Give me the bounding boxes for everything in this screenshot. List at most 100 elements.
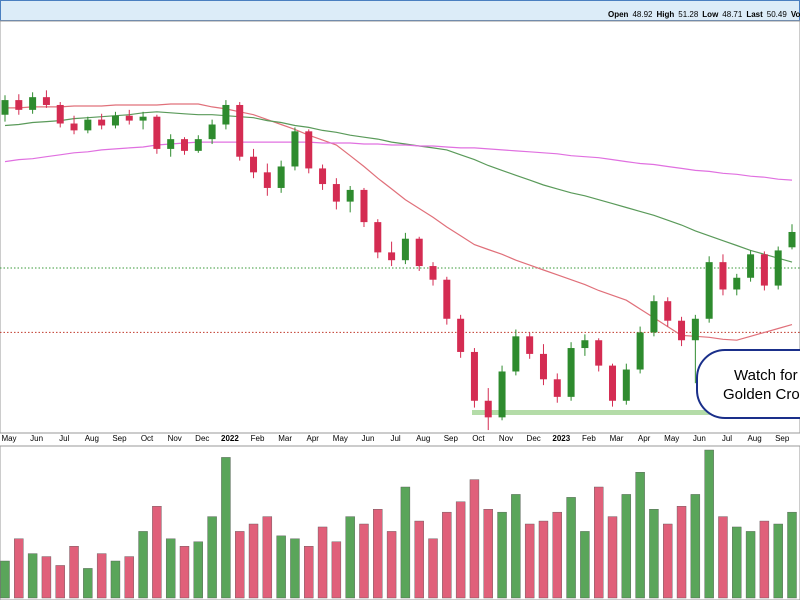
candle-body <box>1 100 9 115</box>
volume-bar <box>96 553 107 599</box>
volume-bar <box>124 556 134 599</box>
candle-body <box>236 104 244 157</box>
volume-bar <box>594 486 604 599</box>
candle-body <box>664 301 672 321</box>
candle-body <box>194 139 202 151</box>
volume-bar <box>773 523 783 599</box>
candle-body <box>760 254 768 286</box>
price-panel <box>0 20 800 434</box>
volume-bar <box>41 556 52 599</box>
volume-bar <box>304 546 314 599</box>
candle-body <box>788 231 796 248</box>
volume-bar <box>179 546 190 599</box>
header-value: 48.92 <box>632 10 653 19</box>
candle-body <box>167 139 175 149</box>
candle-body <box>111 115 119 126</box>
volume-bar <box>110 560 121 599</box>
candle-body <box>139 116 147 121</box>
volume-bar <box>704 449 714 599</box>
volume-bar <box>607 516 618 599</box>
volume-bar <box>276 535 286 599</box>
candle-body <box>553 379 561 397</box>
volume-bar <box>345 516 355 599</box>
x-tick-label: Jun <box>362 434 375 443</box>
volume-bar <box>373 509 383 599</box>
candle-body <box>374 222 382 253</box>
volume-bar <box>442 511 452 599</box>
candle-body <box>457 318 465 352</box>
volume-bar <box>400 486 411 599</box>
header-label: Open <box>608 10 629 19</box>
candle-body <box>222 104 230 125</box>
candle-body <box>84 119 92 131</box>
volume-bar <box>732 526 742 599</box>
x-tick-label: Sep <box>444 434 459 443</box>
x-tick-label: Aug <box>747 434 761 443</box>
x-tick-label: Nov <box>168 434 182 443</box>
header-value: 50.49 <box>767 10 788 19</box>
volume-bar <box>138 531 148 599</box>
volume-bar <box>248 523 259 599</box>
x-tick-label: 2023 <box>552 434 570 443</box>
x-tick-label: Jul <box>390 434 400 443</box>
moving-average <box>5 103 793 341</box>
candle-body <box>443 279 451 319</box>
candle-body <box>125 115 133 121</box>
volume-bar <box>635 472 645 599</box>
candle-body <box>733 277 741 290</box>
volume-bar <box>455 501 466 599</box>
candle-body <box>567 348 575 397</box>
candle-body <box>250 156 258 173</box>
x-tick-label: Jul <box>722 434 732 443</box>
candle-body <box>360 189 368 223</box>
candle-body <box>277 166 285 188</box>
x-tick-label: May <box>1 434 16 443</box>
x-tick-label: Oct <box>472 434 485 443</box>
candle-body <box>539 353 547 380</box>
candle-body <box>15 100 23 110</box>
volume-bar <box>538 520 549 599</box>
candle-body <box>470 351 478 401</box>
candle-body <box>70 123 78 131</box>
x-tick-label: May <box>664 434 679 443</box>
moving-average <box>4 141 793 181</box>
volume-bar <box>552 511 562 599</box>
x-tick-label: Nov <box>499 434 513 443</box>
candle-body <box>263 172 271 188</box>
candle-body <box>595 340 603 366</box>
candle-body <box>291 131 299 167</box>
header-label: Low <box>702 10 719 19</box>
moving-average <box>4 111 793 263</box>
volume-bar <box>718 516 728 599</box>
x-tick-label: Jun <box>30 434 43 443</box>
volume-bar <box>690 494 701 599</box>
candle-body <box>346 189 354 202</box>
candle-body <box>705 262 713 319</box>
candle-body <box>42 97 50 105</box>
annotation-text: Golden Cro <box>723 386 800 403</box>
volume-bar <box>193 541 203 599</box>
x-tick-label: May <box>333 434 348 443</box>
annotation-text: Watch for <box>734 367 798 384</box>
volume-bar <box>0 560 10 599</box>
x-tick-label: Jun <box>693 434 706 443</box>
volume-bar <box>386 531 397 599</box>
volume-bar <box>290 538 300 599</box>
candle-body <box>180 139 188 151</box>
volume-bar <box>759 520 770 599</box>
candle-body <box>153 116 161 149</box>
volume-bar <box>235 531 245 599</box>
x-tick-label: Mar <box>278 434 292 443</box>
volume-bar <box>524 523 535 599</box>
volume-bar <box>483 509 493 599</box>
x-tick-label: Dec <box>527 434 541 443</box>
volume-bar <box>359 523 369 599</box>
volume-bar <box>83 568 93 599</box>
x-tick-label: Sep <box>112 434 127 443</box>
volume-bar <box>317 526 328 599</box>
candle-body <box>29 97 37 110</box>
x-tick-label: Feb <box>582 434 596 443</box>
header-label: High <box>656 10 674 19</box>
